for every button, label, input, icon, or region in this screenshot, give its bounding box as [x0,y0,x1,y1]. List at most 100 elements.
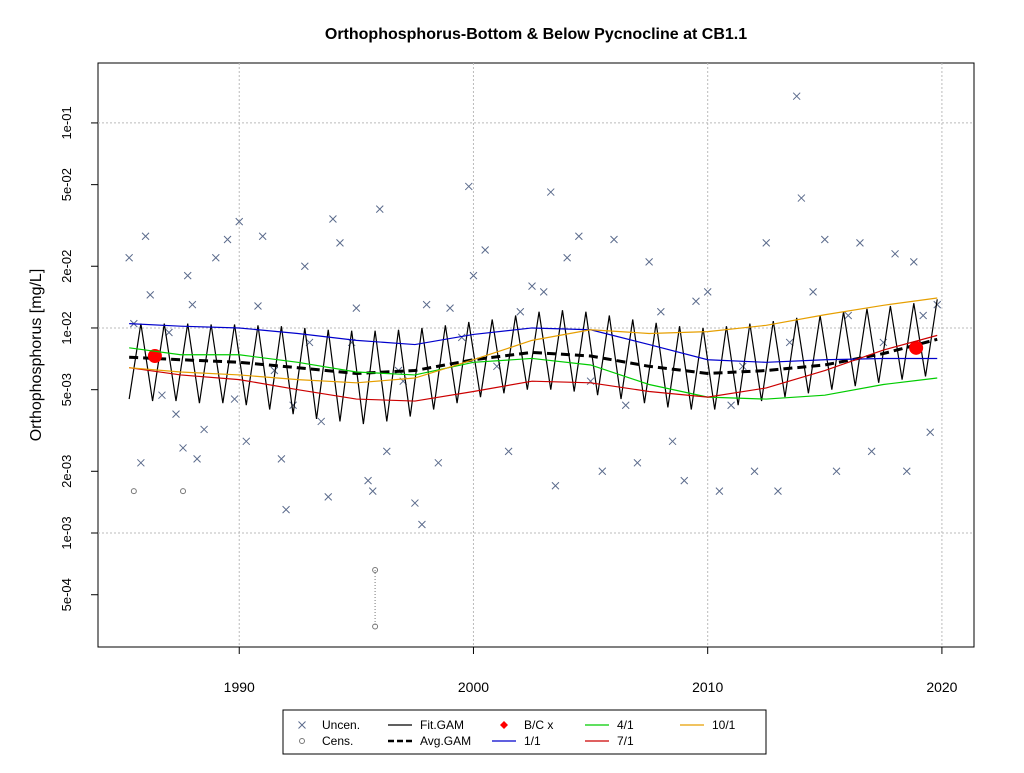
point-uncensored [844,311,853,320]
point-uncensored [179,444,187,452]
point-uncensored [235,217,244,226]
point-uncensored [375,205,384,213]
point-uncensored [418,520,426,529]
point-uncensored [457,333,466,342]
point-censored [372,623,379,630]
point-uncensored [317,417,326,426]
point-uncensored [165,328,173,337]
point-bc [500,721,508,729]
y-axis-label: Orthophosphorus [mg/L] [28,269,45,442]
point-uncensored [891,249,899,258]
point-uncensored [575,232,583,241]
point-uncensored [158,391,166,400]
point-uncensored [516,307,525,316]
point-uncensored [738,362,747,371]
point-uncensored [832,467,841,476]
point-uncensored [469,271,478,280]
point-uncensored [352,304,361,312]
plot-frame [97,62,975,648]
point-uncensored [193,454,201,463]
point-uncensored [336,239,344,247]
point-uncensored [254,302,262,310]
x-tick-label: 1990 [224,679,255,695]
point-uncensored [300,262,309,271]
point-uncensored [715,487,724,496]
point-uncensored [183,271,192,280]
legend-box [282,709,767,755]
point-censored [130,488,137,495]
legend-label: 7/1 [617,734,634,748]
legend-label: Uncen. [322,718,360,732]
point-uncensored [137,458,145,467]
point-uncensored [785,338,794,347]
point-uncensored [909,258,918,266]
legend-label: 4/1 [617,718,634,732]
point-uncensored [258,232,267,241]
legend-label: Avg.GAM [420,734,471,748]
series-line [129,297,938,384]
series-line [129,337,938,375]
point-uncensored [656,307,665,316]
legend-label: 10/1 [712,718,736,732]
point-uncensored [382,447,391,456]
point-uncensored [223,235,232,244]
point-uncensored [434,458,443,467]
point-uncensored [411,499,419,507]
series-line [129,334,938,402]
point-censored [299,738,305,744]
y-tick-label: 5e-03 [59,373,74,406]
y-tick-label: 1e-02 [59,311,74,344]
point-censored [372,567,379,574]
point-uncensored [277,454,286,463]
point-uncensored [298,721,306,729]
plot-layer [125,92,942,630]
point-uncensored [200,425,208,434]
point-uncensored [703,288,712,296]
point-uncensored [551,481,560,490]
point-uncensored [856,239,864,247]
point-uncensored [230,395,239,403]
point-uncensored [368,487,377,496]
point-uncensored [125,253,134,262]
point-uncensored [692,297,700,306]
series-line [129,323,938,363]
point-uncensored [188,300,197,309]
x-tick-label: 2000 [458,679,489,695]
point-uncensored [809,288,817,296]
point-uncensored [621,401,630,410]
point-uncensored [867,447,876,456]
point-uncensored [645,258,653,266]
point-uncensored [598,467,607,476]
y-tick-label: 5e-04 [59,578,74,611]
y-tick-label: 5e-02 [59,168,74,201]
point-uncensored [668,437,677,446]
y-tick-label: 1e-03 [59,516,74,549]
point-bc [147,348,162,363]
point-uncensored [242,437,251,446]
point-uncensored [902,467,911,476]
point-uncensored [727,401,735,410]
point-uncensored [797,194,806,202]
point-uncensored [792,92,801,101]
point-uncensored [820,235,829,244]
point-uncensored [528,282,536,290]
point-uncensored [926,428,935,437]
x-tick-label: 2010 [692,679,723,695]
y-tick-label: 2e-02 [59,250,74,283]
point-uncensored [422,300,431,309]
point-uncensored [324,493,333,501]
point-uncensored [211,253,220,262]
point-uncensored [329,215,337,223]
point-uncensored [141,232,150,241]
legend-label: Cens. [322,734,353,748]
point-uncensored [680,476,689,485]
series-line [128,299,938,425]
chart-title: Orthophosphorus-Bottom & Below Pycnoclin… [325,26,747,43]
legend-label: B/C x [524,718,553,732]
point-uncensored [933,300,942,309]
point-uncensored [364,476,372,485]
point-uncensored [270,366,279,375]
legend-label: Fit.GAM [420,718,464,732]
y-tick-label: 1e-01 [59,106,74,139]
